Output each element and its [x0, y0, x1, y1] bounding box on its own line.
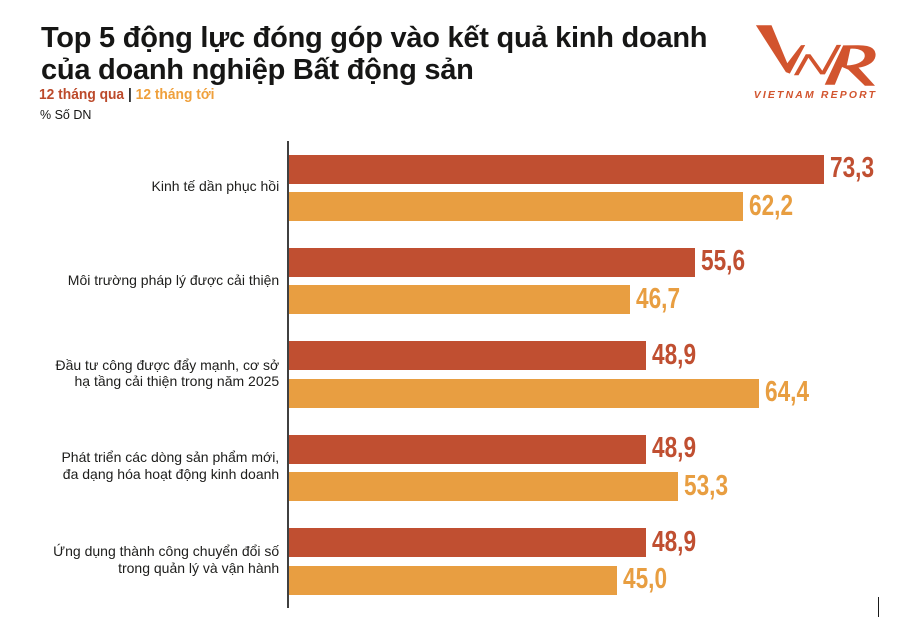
svg-text:VIETNAM REPORT: VIETNAM REPORT: [754, 90, 878, 101]
